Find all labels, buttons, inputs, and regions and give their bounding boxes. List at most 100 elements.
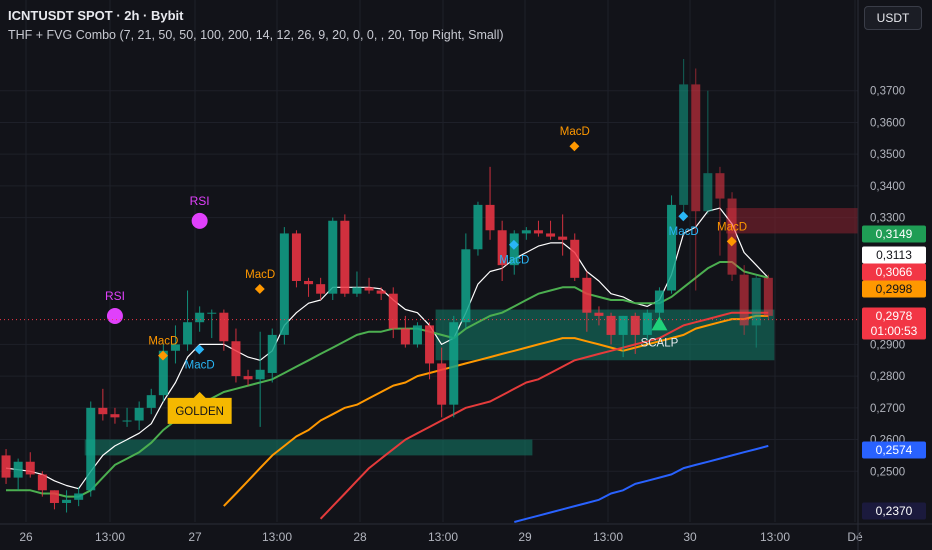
candle-body: [667, 204, 677, 291]
candle-body: [473, 204, 483, 250]
time-tick-label: 29: [518, 530, 532, 544]
time-tick-label: 13:00: [95, 530, 125, 544]
time-tick-label: 27: [188, 530, 202, 544]
bull-candle: [352, 271, 362, 297]
candle-body: [86, 407, 96, 491]
candle-body: [412, 325, 422, 345]
candle-body: [279, 233, 289, 335]
price-axis-tag: 0,2370: [862, 502, 926, 520]
price-tick-label: 0,2900: [870, 339, 905, 351]
moving-average-line: [5, 207, 769, 490]
currency-button[interactable]: USDT: [864, 6, 922, 30]
price-tick-label: 0,2700: [870, 403, 905, 415]
candle-body: [703, 173, 713, 212]
candle-body: [231, 341, 241, 377]
macd-label: MacD: [148, 335, 178, 347]
chart-header: ICNTUSDT SPOT · 2h · Bybit THF + FVG Com…: [8, 8, 504, 42]
bull-candle: [412, 322, 422, 348]
price-tag-bg: [862, 263, 926, 281]
candle-body: [352, 287, 362, 294]
price-tick-label: 0,2800: [870, 371, 905, 383]
candle-body: [582, 277, 592, 313]
price-tag-text: 0,2998: [876, 282, 913, 296]
moving-average-line: [223, 314, 769, 507]
bear-candle: [630, 312, 640, 354]
bull-candle: [473, 201, 483, 256]
candle-body: [340, 220, 350, 294]
candle-body: [146, 395, 156, 408]
indicator-legend[interactable]: THF + FVG Combo (7, 21, 50, 50, 100, 200…: [8, 28, 504, 42]
candle-body: [98, 407, 108, 415]
candle-body: [195, 312, 205, 323]
candle-body: [1, 455, 11, 478]
golden-label: GOLDEN: [175, 406, 224, 418]
price-tick-label: 0,3500: [870, 149, 905, 161]
candle-body: [13, 461, 23, 478]
price-tag-text: 0,3149: [876, 227, 913, 241]
bear-candle: [25, 452, 35, 478]
moving-average-line: [319, 311, 769, 520]
bear-candle: [715, 166, 725, 256]
price-tag-text: 0,3113: [876, 248, 912, 262]
bear-candle: [533, 220, 543, 237]
bear-candle: [739, 265, 749, 335]
price-tag-text: 0,2574: [876, 443, 913, 457]
bull-candle: [195, 306, 205, 332]
candle-body: [25, 461, 35, 475]
signal-golden: GOLDEN: [167, 391, 232, 424]
bull-candle: [667, 195, 677, 294]
candle-body: [594, 312, 604, 316]
candle-body: [570, 239, 580, 278]
bear-candle: [497, 220, 507, 281]
macd-diamond: [158, 350, 168, 361]
signal-rsi: RSI: [105, 289, 125, 325]
time-tick-label: 28: [353, 530, 367, 544]
candle-body: [558, 236, 568, 240]
candle-body: [304, 281, 314, 285]
signal-scalp: SCALP: [641, 316, 679, 349]
price-axis-tag: 0,2998: [862, 280, 926, 298]
bull-candle: [13, 458, 23, 491]
candle-body: [691, 84, 701, 212]
price-tag-bg: [862, 502, 926, 520]
bull-candle: [328, 217, 338, 301]
bull-candle: [122, 407, 132, 427]
candle-body: [606, 315, 616, 335]
price-tick-label: 0,2500: [870, 466, 905, 478]
bear-candle: [582, 271, 592, 332]
bull-candle: [134, 401, 144, 431]
bull-candle: [267, 328, 277, 383]
candle-body: [679, 84, 689, 205]
candle-body: [158, 350, 168, 396]
candle-body: [207, 312, 217, 314]
bull-candle: [62, 490, 72, 513]
candle-body: [243, 376, 253, 380]
candle-body: [437, 363, 447, 405]
bear-candle: [570, 233, 580, 281]
candle-body: [521, 230, 531, 234]
candle-body: [533, 230, 543, 234]
candle-body: [134, 407, 144, 421]
bull-candle: [461, 233, 471, 329]
bear-candle: [376, 287, 386, 301]
price-tick-label: 0,3700: [870, 86, 905, 98]
bull-candle: [449, 315, 459, 418]
time-tick-label: 13:00: [760, 530, 790, 544]
bull-candle: [751, 274, 761, 348]
bull-candle: [521, 227, 531, 240]
signal-macd_sell: MacD: [148, 335, 178, 361]
bear-candle: [98, 388, 108, 421]
moving-average-line: [514, 444, 769, 523]
candle-body: [37, 474, 47, 491]
macd-diamond: [254, 284, 265, 294]
price-tick-label: 0,3600: [870, 117, 905, 129]
signal-markers: RSI RSI MacD MacD MacD MacD MacD MacD MacD GOLDEN…: [105, 126, 747, 424]
candle-body: [49, 490, 59, 503]
candle-body: [485, 204, 495, 231]
price-tag-bg: [862, 307, 926, 340]
bear-candle: [110, 407, 120, 424]
bear-candle: [304, 277, 314, 297]
bull-candle: [86, 401, 96, 497]
